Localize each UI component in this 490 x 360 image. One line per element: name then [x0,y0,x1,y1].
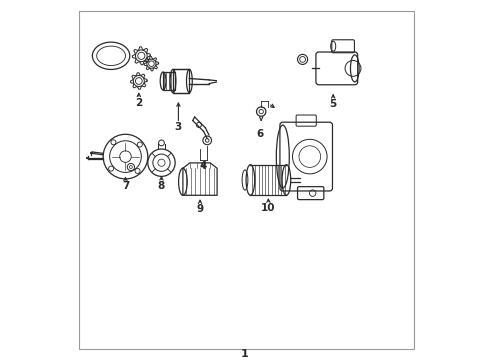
Text: 4: 4 [200,161,207,171]
Text: 10: 10 [261,203,276,213]
Text: 3: 3 [175,122,182,132]
Text: 5: 5 [330,99,337,109]
Text: 9: 9 [196,204,203,214]
Text: 1: 1 [241,348,249,359]
Text: 2: 2 [135,98,143,108]
Text: 8: 8 [158,181,165,191]
Text: 6: 6 [257,129,264,139]
Text: 7: 7 [122,181,129,192]
